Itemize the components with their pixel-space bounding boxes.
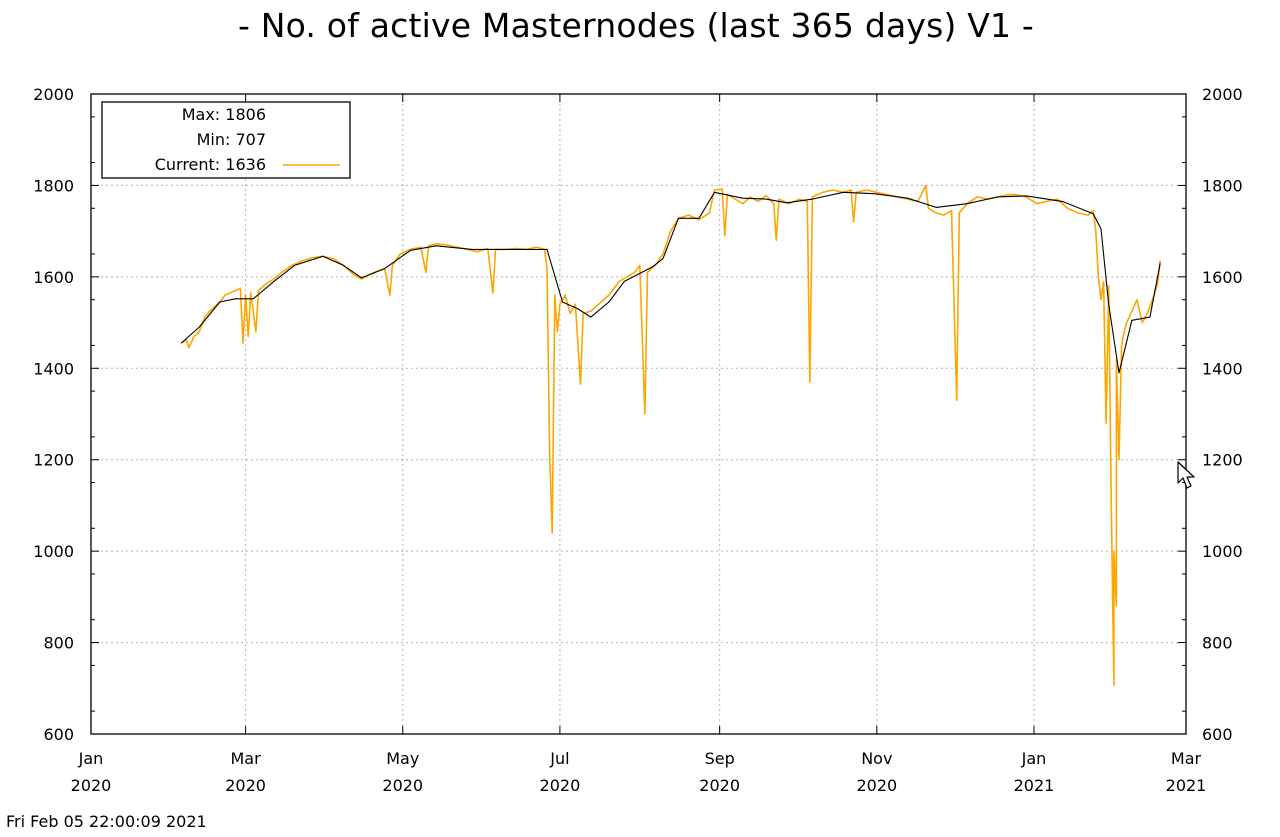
x-tick-label-year: 2020 <box>71 776 112 795</box>
y-tick-label-right: 1600 <box>1202 268 1243 287</box>
x-tick-label-month: Nov <box>861 749 892 768</box>
x-tick-label-month: Jul <box>549 749 569 768</box>
x-tick-label-year: 2020 <box>856 776 897 795</box>
y-tick-label-right: 600 <box>1202 725 1233 744</box>
x-tick-label-month: Mar <box>230 749 261 768</box>
y-tick-label-left: 1000 <box>33 542 74 561</box>
y-tick-label-right: 1800 <box>1202 176 1243 195</box>
legend-entry-max: Max: 1806 <box>182 105 266 124</box>
y-tick-label-left: 1400 <box>33 359 74 378</box>
x-tick-label-month: Jan <box>1021 749 1047 768</box>
x-tick-label-month: Sep <box>705 749 735 768</box>
legend-entry-current: Current: 1636 <box>155 155 266 174</box>
series-layer <box>180 184 1161 686</box>
x-tick-label-year: 2020 <box>382 776 423 795</box>
y-tick-label-left: 1600 <box>33 268 74 287</box>
x-tick-label-month: Jan <box>78 749 104 768</box>
y-tick-label-right: 1200 <box>1202 451 1243 470</box>
y-tick-label-left: 600 <box>43 725 74 744</box>
x-tick-label-year: 2020 <box>540 776 581 795</box>
y-tick-label-right: 2000 <box>1202 85 1243 104</box>
series-line-current <box>180 184 1161 686</box>
x-tick-label-month: May <box>386 749 419 768</box>
series-line-trend <box>180 191 1161 374</box>
y-tick-label-right: 1000 <box>1202 542 1243 561</box>
chart-title: - No. of active Masternodes (last 365 da… <box>237 6 1035 45</box>
x-tick-label-year: 2020 <box>699 776 740 795</box>
timestamp: Fri Feb 05 22:00:09 2021 <box>6 812 207 831</box>
y-tick-label-left: 800 <box>43 634 74 653</box>
mouse-pointer-icon <box>1177 461 1195 489</box>
y-tick-label-right: 1400 <box>1202 359 1243 378</box>
x-tick-label-year: 2021 <box>1166 776 1207 795</box>
legend-entry-min: Min: 707 <box>197 130 266 149</box>
plot-frame <box>90 93 1187 735</box>
x-tick-label-year: 2021 <box>1014 776 1055 795</box>
x-tick-label-month: Mar <box>1171 749 1202 768</box>
gridlines <box>91 94 1186 734</box>
y-tick-label-left: 2000 <box>33 85 74 104</box>
y-tick-label-left: 1800 <box>33 176 74 195</box>
axis-ticks: 600 600 800 800 1000 1000 1200 1200 1400 1400 1600… <box>33 85 1242 795</box>
y-tick-label-right: 800 <box>1202 634 1233 653</box>
legend: Max: 1806 Min: 707 Current: 1636 <box>101 101 351 179</box>
x-tick-label-year: 2020 <box>225 776 266 795</box>
y-tick-label-left: 1200 <box>33 451 74 470</box>
